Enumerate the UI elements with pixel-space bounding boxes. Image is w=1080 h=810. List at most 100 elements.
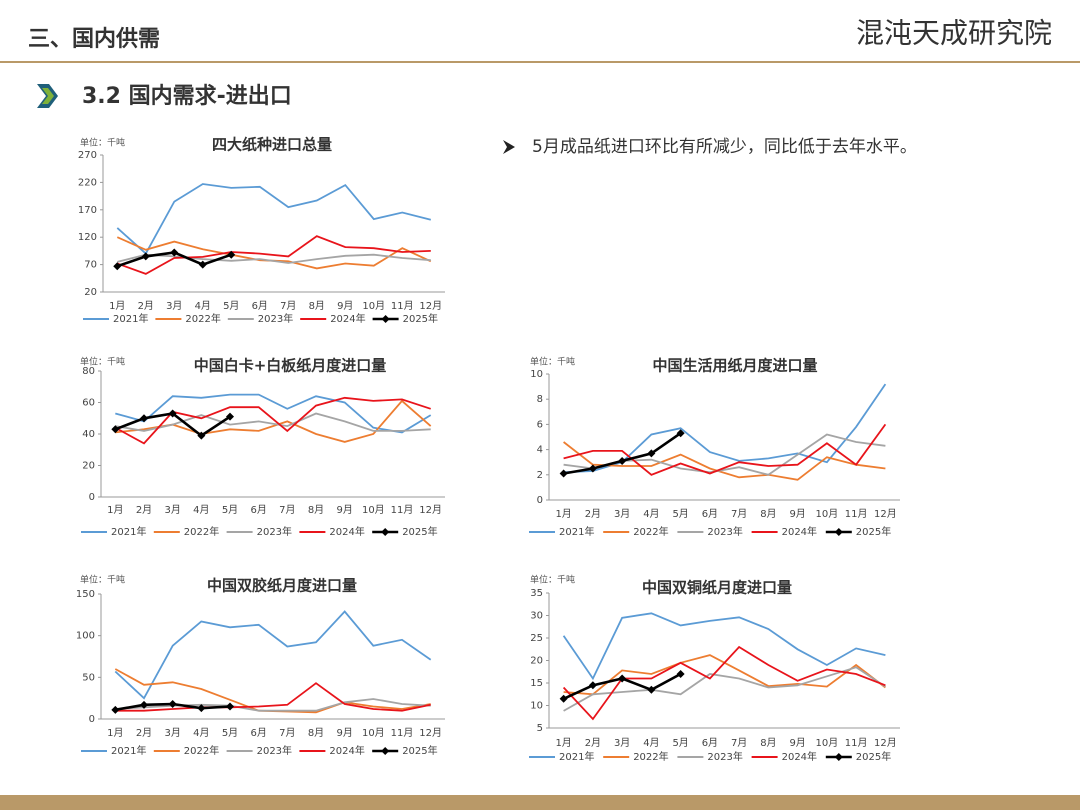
x-tick-label: 3月: [166, 300, 182, 312]
y-tick-label: 0: [537, 495, 543, 506]
unit-label: 单位：千吨: [80, 356, 125, 368]
series-line: [115, 682, 431, 712]
y-tick-label: 60: [82, 398, 95, 409]
x-tick-label: 9月: [789, 508, 805, 520]
x-tick-label: 6月: [702, 737, 718, 749]
point-marker: [113, 262, 122, 271]
point-marker: [226, 702, 234, 711]
legend-label: 2025年: [856, 525, 891, 538]
y-tick-label: 270: [78, 150, 97, 161]
x-tick-label: 3月: [614, 508, 630, 520]
x-tick-label: 3月: [164, 504, 180, 516]
x-tick-label: 2月: [585, 508, 601, 520]
y-tick-label: 120: [78, 232, 97, 243]
series-line: [562, 645, 886, 721]
unit-label: 单位：千吨: [80, 137, 125, 149]
legend-label: 2024年: [782, 525, 817, 538]
section-icon: [37, 84, 58, 108]
legend-label: 2025年: [402, 525, 437, 538]
point-marker: [559, 694, 568, 703]
y-tick-label: 80: [82, 366, 95, 377]
logo: 混沌天成研究院: [856, 17, 1052, 50]
legend-marker: [381, 315, 390, 323]
point-marker: [168, 409, 177, 418]
point-marker: [197, 431, 206, 440]
x-tick-label: 2月: [585, 737, 601, 749]
x-tick-label: 10月: [362, 504, 385, 516]
legend-label: 2021年: [111, 744, 146, 757]
series-line: [114, 610, 432, 700]
point-marker: [618, 456, 627, 465]
series-line: [563, 423, 887, 476]
legend-label: 2023年: [707, 750, 742, 763]
header-title: 三、国内供需: [28, 26, 160, 52]
point-marker: [141, 252, 150, 261]
point-marker: [226, 412, 234, 421]
series-line: [115, 399, 432, 443]
legend-label: 2025年: [402, 744, 437, 757]
legend-label: 2024年: [329, 744, 364, 757]
chart-title: 中国生活用纸月度进口量: [652, 357, 817, 375]
x-tick-label: 1月: [109, 300, 125, 312]
chart-title: 中国双铜纸月度进口量: [642, 579, 792, 597]
legend-label: 2021年: [111, 525, 146, 538]
x-tick-label: 12月: [419, 300, 442, 312]
legend-label: 2021年: [559, 750, 594, 763]
y-tick-label: 30: [530, 611, 543, 622]
y-tick-label: 20: [530, 656, 543, 667]
series-line: [116, 183, 432, 256]
unit-label: 单位：千吨: [530, 356, 575, 368]
series-line: [562, 612, 886, 681]
x-tick-label: 9月: [789, 737, 805, 749]
point-marker: [197, 704, 206, 713]
y-tick-label: 4: [537, 445, 543, 456]
y-tick-label: 6: [537, 419, 543, 430]
series-line: [563, 383, 887, 474]
point-marker: [588, 464, 597, 473]
legend-label: 2024年: [782, 750, 817, 763]
point-marker: [111, 705, 120, 714]
y-tick-label: 8: [537, 394, 543, 405]
x-tick-label: 2月: [136, 504, 152, 516]
point-marker: [227, 250, 236, 259]
y-tick-label: 0: [89, 492, 95, 503]
legend-label: 2022年: [185, 312, 220, 325]
point-marker: [111, 425, 120, 434]
section-title: 3.2 国内需求-进出口: [82, 84, 292, 109]
point-marker: [140, 700, 148, 709]
legend-label: 2025年: [856, 750, 891, 763]
series-line: [115, 412, 431, 432]
x-tick-label: 6月: [702, 508, 718, 520]
y-tick-label: 220: [78, 177, 97, 188]
x-tick-label: 2月: [138, 300, 154, 312]
y-tick-label: 35: [530, 588, 543, 599]
chart-title: 中国白卡+白板纸月度进口量: [194, 357, 387, 375]
x-tick-label: 5月: [222, 504, 238, 516]
series-line: [114, 396, 431, 445]
series-line: [563, 666, 886, 712]
x-tick-label: 6月: [250, 504, 266, 516]
x-tick-label: 5月: [222, 727, 238, 739]
x-tick-label: 4月: [193, 504, 209, 516]
series-line: [115, 698, 431, 712]
x-tick-label: 5月: [223, 300, 239, 312]
series-line: [563, 654, 886, 696]
x-tick-label: 11月: [391, 727, 414, 739]
point-marker: [676, 429, 685, 438]
y-tick-label: 100: [76, 631, 95, 642]
section-icon-inner: [42, 88, 54, 104]
x-tick-label: 12月: [874, 508, 897, 520]
legend-label: 2023年: [257, 744, 292, 757]
x-tick-label: 10月: [362, 300, 385, 312]
legend-label: 2023年: [707, 525, 742, 538]
legend-label: 2022年: [633, 750, 668, 763]
point-marker: [170, 248, 179, 257]
y-tick-label: 50: [82, 672, 95, 683]
x-tick-label: 7月: [731, 508, 747, 520]
x-tick-label: 8月: [308, 727, 324, 739]
x-tick-label: 7月: [731, 737, 747, 749]
x-tick-label: 12月: [419, 504, 442, 516]
point-marker: [588, 681, 597, 690]
point-marker: [140, 414, 148, 423]
y-tick-label: 25: [530, 633, 543, 644]
